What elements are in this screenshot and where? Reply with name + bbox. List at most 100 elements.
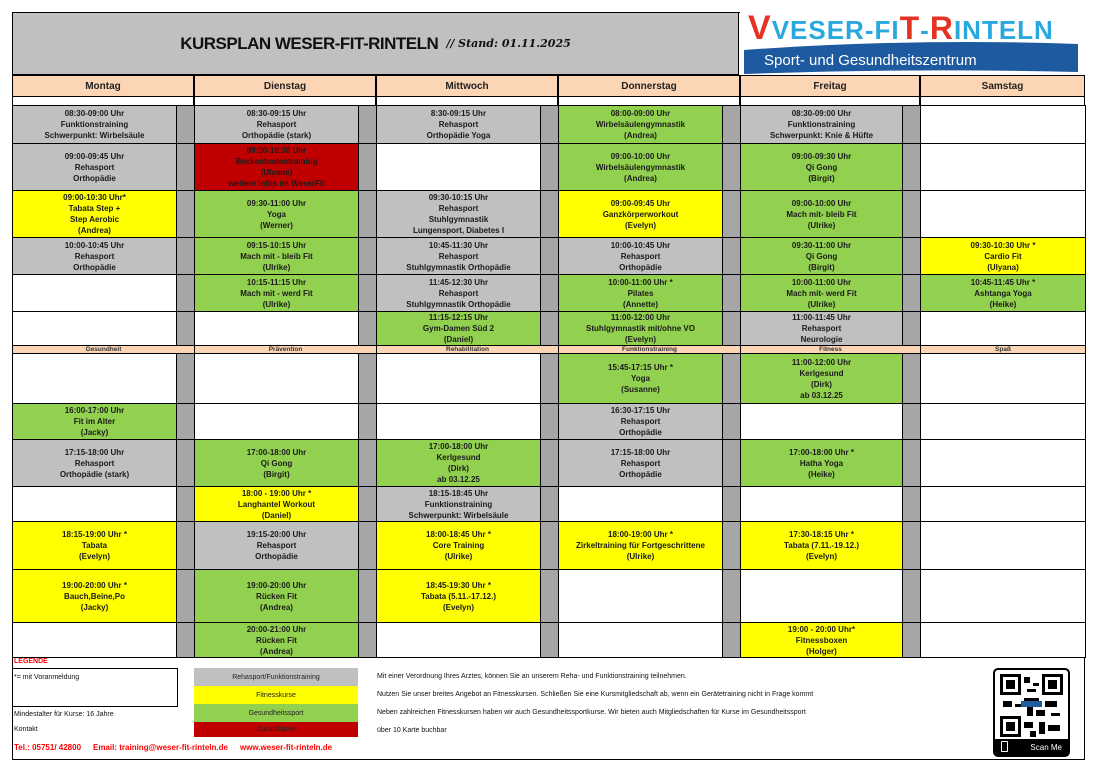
course-cell[interactable]: 19:00-20:00 Uhr Rücken Fit (Andrea) [194, 569, 359, 623]
course-cell[interactable]: 17:30-18:15 Uhr * Tabata (7.11.-19.12.) (E… [740, 521, 903, 570]
day-header-2: Mittwoch [376, 75, 558, 97]
course-time: 11:45-12:30 Uhr [428, 277, 489, 287]
course-time: 10:00-11:00 Uhr * [608, 277, 673, 287]
course-cell[interactable]: 15:45-17:15 Uhr * Yoga (Susanne) [558, 353, 723, 404]
empty-cell [920, 622, 1086, 658]
course-cell[interactable]: 11:00-12:00 Uhr Kerlgesund (Dirk) ab 03.12.… [740, 353, 903, 404]
course-cell[interactable]: 09:00-10:00 Uhr Wirbelsäulengymnastik (And… [558, 143, 723, 191]
course-cell[interactable]: 09:30-11:00 Uhr Qi Gong (Birgit) [740, 237, 903, 275]
course-time: 11:00-12:00 Uhr [791, 357, 852, 367]
course-time: 17:15-18:00 Uhr [64, 447, 125, 457]
empty-cell [920, 403, 1086, 440]
course-line: (Evelyn) [805, 552, 838, 561]
course-time: 09:30-10:30 Uhr [246, 146, 307, 155]
course-cell[interactable]: 17:00-18:00 Uhr Qi Gong (Birgit) [194, 439, 359, 487]
course-cell[interactable]: 8:30-09:15 Uhr Rehasport Orthopädie Yoga [376, 105, 541, 144]
legend-notes-box: *= mit Voranmeldung Mindestalter für Kur… [12, 668, 178, 718]
course-cell[interactable]: 19:15-20:00 Uhr Rehasport Orthopädie [194, 521, 359, 570]
course-cell[interactable]: 09:30-10:30 Uhr Beckenbodentraining (Ulyan… [194, 143, 359, 191]
course-cell[interactable]: 18:45-19:30 Uhr * Tabata (5.11.-17.12.) (E… [376, 569, 541, 623]
course-line: (Evelyn) [624, 220, 657, 230]
course-cell[interactable]: 19:00-20:00 Uhr * Bauch,Beine,Po (Jacky) [12, 569, 177, 623]
course-cell[interactable]: 17:15-18:00 Uhr Rehasport Orthopädie (star… [12, 439, 177, 487]
day-separator-strip [176, 439, 195, 487]
course-cell[interactable]: 16:00-17:00 Uhr Fit im Alter (Jacky) [12, 403, 177, 440]
contact-website[interactable]: www.weser-fit-rinteln.de [239, 743, 333, 752]
course-cell[interactable]: 17:00-18:00 Uhr * Hatha Yoga (Heike) [740, 439, 903, 487]
course-line: Stuhlgymnastik Orthopädie [406, 299, 511, 309]
course-cell[interactable]: 09:30-11:00 Uhr Yoga (Werner) [194, 190, 359, 238]
course-cell[interactable]: 08:00-09:00 Uhr Wirbelsäulengymnastik (And… [558, 105, 723, 144]
day-separator-strip [176, 105, 195, 144]
course-time: 19:00 - 20:00 Uhr* [787, 624, 856, 634]
contact-label: Kontakt [14, 726, 38, 733]
course-cell[interactable]: 18:00-19:00 Uhr * Zirkeltraining für Fort… [558, 521, 723, 570]
course-cell[interactable]: 09:30-10:15 Uhr Rehasport Stuhlgymnastik Lu… [376, 190, 541, 238]
course-cell[interactable]: 09:00-10:30 Uhr* Tabata Step + Step Aerobi… [12, 190, 177, 238]
course-line: (Andrea) [260, 602, 293, 612]
course-cell[interactable]: 11:15-12:15 Uhr Gym-Damen Süd 2 (Daniel) [376, 311, 541, 346]
course-cell[interactable]: 10:00-11:00 Uhr * Pilates (Annette) [558, 274, 723, 312]
course-line: Tabata Step + [68, 204, 121, 213]
course-line: Rehasport [620, 458, 661, 468]
course-line: Bauch,Beine,Po [64, 591, 125, 601]
course-cell[interactable]: 16:30-17:15 Uhr Rehasport Orthopädie [558, 403, 723, 440]
course-cell[interactable]: 09:00-09:45 Uhr Rehasport Orthopädie [12, 143, 177, 191]
day-separator-strip [722, 486, 741, 522]
course-cell[interactable]: 18:15-19:00 Uhr * Tabata (Evelyn) [12, 521, 177, 570]
course-cell[interactable]: 09:00-10:00 Uhr Mach mit- bleib Fit (Ulrik… [740, 190, 903, 238]
course-time: 09:00-09:45 Uhr [64, 151, 125, 161]
course-cell[interactable]: 10:15-11:15 Uhr Mach mit - werd Fit (Ulrik… [194, 274, 359, 312]
course-cell[interactable]: 10:00-10:45 Uhr Rehasport Orthopädie [558, 237, 723, 275]
course-cell[interactable]: 08:30-09:15 Uhr Rehasport Orthopädie (star… [194, 105, 359, 144]
course-cell[interactable]: 18:15-18:45 Uhr Funktionstraining Schwerpu… [376, 486, 541, 522]
empty-cell [740, 486, 903, 522]
scan-me-label: Scan Me [995, 739, 1068, 755]
day-separator-strip [540, 274, 559, 312]
course-time: 15:45-17:15 Uhr * [608, 363, 673, 372]
course-cell[interactable]: 10:45-11:30 Uhr Rehasport Stuhlgymnastik O… [376, 237, 541, 275]
course-line: Rehasport [620, 417, 661, 426]
course-line: (Heike) [808, 469, 835, 479]
day-separator-strip [176, 403, 195, 440]
course-line: Tabata (7.11.-19.12.) [784, 541, 859, 550]
course-line: Funktionstraining [60, 120, 129, 129]
contact-email[interactable]: Email: training@weser-fit-rinteln.de [93, 743, 228, 752]
course-line: Funktionstraining [424, 499, 493, 509]
course-line: Tabata [81, 541, 108, 550]
course-cell[interactable]: 09:00-09:45 Uhr Ganzkörperworkout (Evelyn) [558, 190, 723, 238]
course-cell[interactable]: 09:00-09:30 Uhr Qi Gong (Birgit) [740, 143, 903, 191]
day-separator-strip [902, 353, 921, 404]
course-time: 18:00-18:45 Uhr * [426, 530, 491, 539]
course-line: Core Training [432, 541, 485, 550]
weser-fit-logo: VVESER-FIT-RINTELN Sport- und Gesundheit… [740, 12, 1085, 75]
day-separator-strip [902, 569, 921, 623]
day-separator-strip [176, 311, 195, 346]
course-cell[interactable]: 10:00-11:00 Uhr Mach mit- werd Fit (Ulrike… [740, 274, 903, 312]
course-cell[interactable]: 18:00 - 19:00 Uhr * Langhantel Workout (Da… [194, 486, 359, 522]
course-line: Wirbelsäulengymnastik [595, 120, 686, 129]
course-line: Rücken Fit [256, 635, 297, 645]
course-cell[interactable]: 18:00-18:45 Uhr * Core Training (Ulrike) [376, 521, 541, 570]
day-separator-strip [176, 569, 195, 623]
course-time: 11:15-12:15 Uhr [428, 313, 489, 322]
course-cell[interactable]: 08:30-09:00 Uhr Funktionstraining Schwerpu… [740, 105, 903, 144]
day-separator-strip [540, 353, 559, 404]
course-cell[interactable]: 09:30-10:30 Uhr * Cardio Fit (Ulyana) [920, 237, 1086, 275]
course-line: Orthopädie Yoga [426, 131, 491, 140]
course-cell[interactable]: 19:00 - 20:00 Uhr* Fitnessboxen (Holger) [740, 622, 903, 658]
day-separator-strip [722, 190, 741, 238]
course-cell[interactable]: 09:15-10:15 Uhr Mach mit - bleib Fit (Ulri… [194, 237, 359, 275]
course-cell[interactable]: 17:00-18:00 Uhr Kerlgesund (Dirk) ab 03.12.… [376, 439, 541, 487]
course-cell[interactable]: 11:00-11:45 Uhr Rehasport Neurologie [740, 311, 903, 346]
course-cell[interactable]: 20:00-21:00 Uhr Rücken Fit (Andrea) [194, 622, 359, 658]
empty-cell [920, 105, 1086, 144]
course-cell[interactable]: 11:00-12:00 Uhr Stuhlgymnastik mit/ohne V… [558, 311, 723, 346]
course-cell[interactable]: 10:45-11:45 Uhr * Ashtanga Yoga (Heike) [920, 274, 1086, 312]
course-cell[interactable]: 08:30-09:00 Uhr Funktionstraining Schwerpu… [12, 105, 177, 144]
course-line: (Dirk) [448, 464, 469, 473]
course-cell[interactable]: 11:45-12:30 Uhr Rehasport Stuhlgymnastik O… [376, 274, 541, 312]
course-cell[interactable]: 17:15-18:00 Uhr Rehasport Orthopädie [558, 439, 723, 487]
qr-code[interactable]: Scan Me [993, 668, 1070, 757]
course-cell[interactable]: 10:00-10:45 Uhr Rehasport Orthopädie [12, 237, 177, 275]
